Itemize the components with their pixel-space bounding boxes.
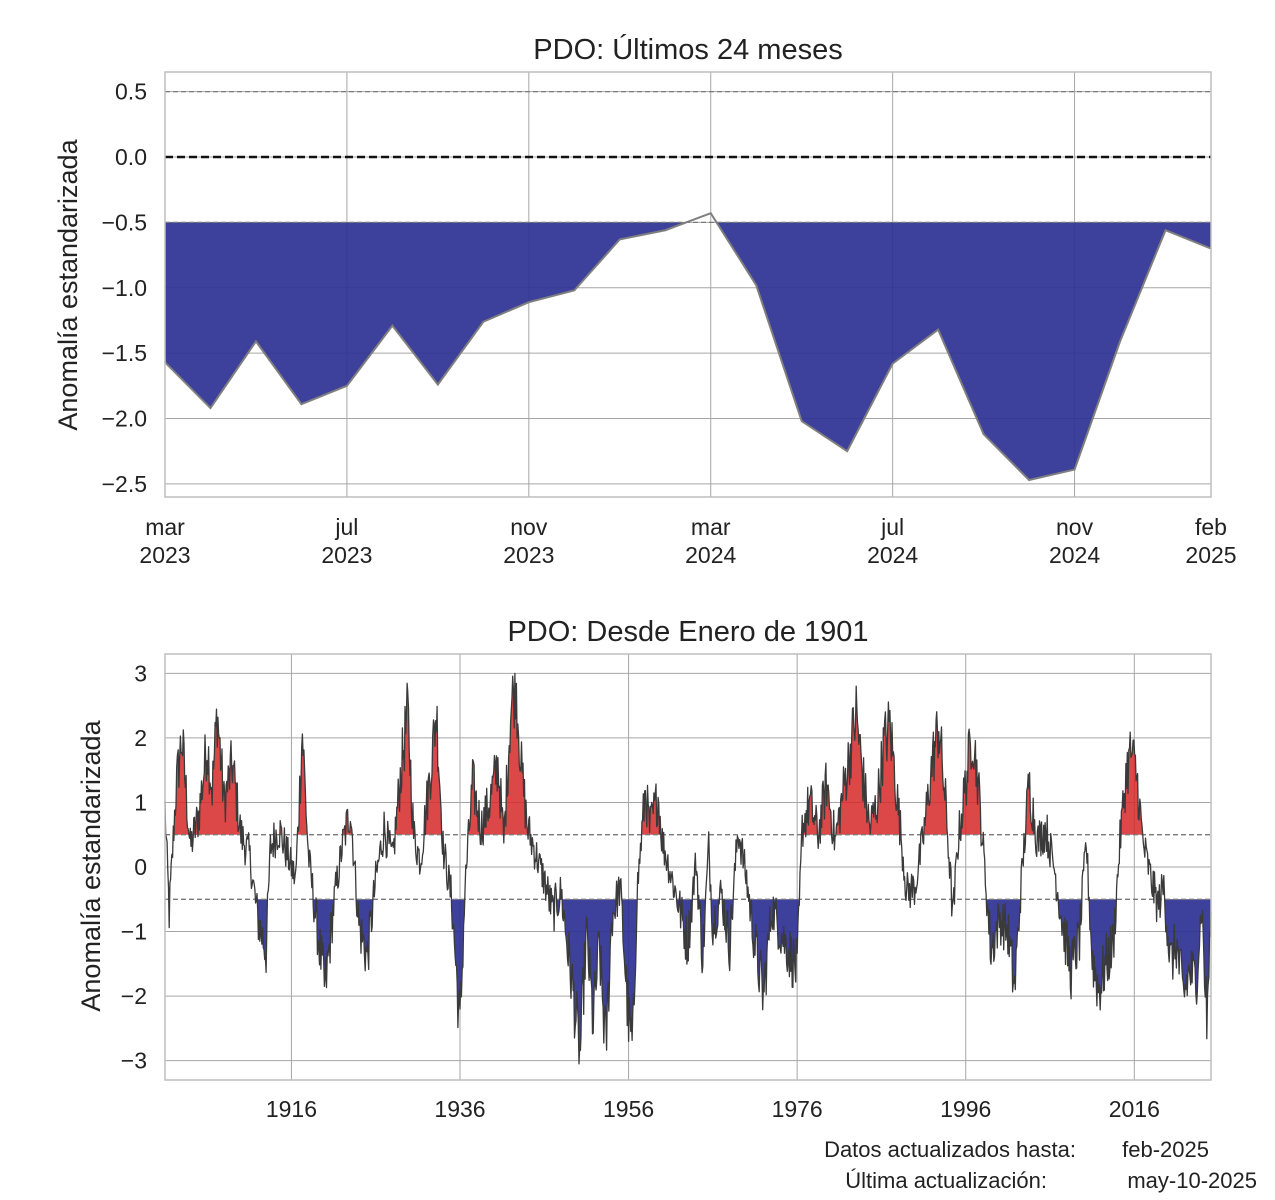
- chart2-negative-fill: [986, 899, 1021, 992]
- chart1-data-point: [528, 301, 530, 303]
- chart1-ytick-label: −1.0: [102, 275, 147, 301]
- chart1-ylabel: Anomalía estandarizada: [53, 138, 83, 430]
- chart2-xtick-label: 1916: [266, 1096, 317, 1122]
- chart1-xtick-year: 2023: [503, 542, 554, 568]
- chart1-xtick-month: jul: [334, 514, 358, 540]
- chart-since-1901: PDO: Desde Enero de 1901 Anomalía estand…: [76, 616, 1212, 1122]
- chart2-xtick-label: 1976: [772, 1096, 823, 1122]
- chart1-reference-lines: [165, 90, 1211, 224]
- chart1-negative-fill: [716, 222, 1211, 480]
- chart2-title: PDO: Desde Enero de 1901: [507, 616, 868, 648]
- chart1-data-point: [800, 420, 803, 422]
- chart1-data-point: [209, 407, 212, 409]
- chart2-positive-fill: [835, 686, 900, 835]
- chart2-ytick-label: −3: [121, 1048, 147, 1074]
- chart2-xtick-label: 2016: [1109, 1096, 1160, 1122]
- chart-last-24-months: PDO: Últimos 24 meses Anomalía estandari…: [53, 33, 1237, 568]
- chart1-ytick-label: −1.5: [102, 340, 147, 366]
- footer-updated-label: Datos actualizados hasta:: [824, 1137, 1076, 1162]
- chart1-data-point: [1028, 479, 1030, 481]
- chart2-positive-fill: [198, 709, 241, 835]
- chart1-data-point: [846, 450, 848, 453]
- chart1-data-point: [891, 362, 894, 365]
- chart2-ytick-label: −1: [121, 919, 147, 945]
- chart1-ytick-label: −2.5: [102, 471, 147, 497]
- chart1-ytick-label: −2.0: [102, 406, 147, 432]
- chart2-ylabel: Anomalía estandarizada: [76, 719, 106, 1011]
- chart1-data-point: [709, 212, 712, 215]
- chart1-ytick-label: −0.5: [102, 209, 147, 235]
- chart2-series-line: [164, 672, 1212, 1065]
- footer-last-label: Última actualización:: [845, 1168, 1047, 1193]
- chart2-ytick-label: 1: [134, 789, 147, 815]
- footer-last-value: may-10-2025: [1127, 1168, 1257, 1193]
- chart1-xtick-month: nov: [510, 514, 548, 540]
- chart2-negative-fill: [316, 899, 334, 988]
- chart2-positive-fill: [504, 673, 528, 835]
- chart1-xtick-month: mar: [691, 514, 731, 540]
- chart2-xtick-label: 1956: [603, 1096, 654, 1122]
- chart1-xtick-year: 2024: [685, 542, 736, 568]
- chart2-negative-fill: [776, 899, 800, 988]
- chart1-data-point: [573, 289, 576, 292]
- chart1-xtick-year: 2024: [867, 542, 918, 568]
- chart2-ytick-label: 0: [134, 854, 147, 880]
- chart1-x-ticks: mar2023jul2023nov2023mar2024jul2024nov20…: [139, 514, 1236, 568]
- chart1-data-point: [1164, 229, 1167, 232]
- chart2-xtick-label: 1936: [434, 1096, 485, 1122]
- chart2-ytick-label: 2: [134, 725, 147, 751]
- chart1-xtick-month: jul: [880, 514, 904, 540]
- chart2-negative-fill: [698, 899, 706, 973]
- chart2-positive-fill: [395, 683, 414, 835]
- chart1-xtick-month: mar: [145, 514, 185, 540]
- chart2-negative-fill: [451, 899, 465, 1028]
- chart1-y-ticks: 0.5 0.0 −0.5 −1.0 −1.5 −2.0 −2.5: [102, 79, 147, 497]
- chart1-xtick-year: 2023: [139, 542, 190, 568]
- chart2-xtick-label: 1996: [940, 1096, 991, 1122]
- chart1-data-point: [937, 328, 939, 331]
- chart2-y-ticks: 3 2 1 0 −1 −2 −3: [121, 660, 147, 1073]
- chart1-data-point: [391, 324, 394, 327]
- chart1-data-point: [755, 284, 758, 286]
- chart1-data-point: [618, 238, 621, 241]
- chart2-negative-fill: [621, 899, 638, 1042]
- chart1-data-point: [482, 320, 485, 323]
- chart1-ytick-label: 0.0: [115, 144, 147, 170]
- chart1-frame: [164, 71, 1212, 498]
- chart2-negative-fill: [1089, 899, 1117, 1010]
- chart1-data-point: [982, 433, 985, 436]
- chart1-xtick-year: 2024: [1049, 542, 1100, 568]
- chart1-series: [164, 212, 1212, 482]
- chart2-frame: [164, 653, 1212, 1081]
- chart2-positive-fill: [1025, 772, 1035, 835]
- chart2-reference-lines: [165, 834, 1211, 900]
- chart1-series-line: [164, 212, 1212, 482]
- chart1-xtick-year: 2025: [1185, 542, 1236, 568]
- chart1-xtick-year: 2023: [321, 542, 372, 568]
- chart1-data-point: [346, 385, 348, 387]
- chart1-data-point: [664, 229, 667, 232]
- chart2-positive-fill: [961, 729, 981, 835]
- chart1-title: PDO: Últimos 24 meses: [533, 33, 842, 66]
- chart1-data-point: [300, 403, 303, 405]
- footer: Datos actualizados hasta: feb-2025 Últim…: [824, 1137, 1257, 1193]
- chart1-ytick-label: 0.5: [115, 79, 147, 105]
- footer-updated-value: feb-2025: [1122, 1137, 1209, 1162]
- chart2-series: [164, 672, 1212, 1065]
- chart1-data-point: [1073, 468, 1076, 471]
- chart2-ytick-label: −2: [121, 983, 147, 1009]
- chart2-ytick-label: 3: [134, 660, 147, 686]
- chart1-data-point: [437, 383, 439, 386]
- chart2-x-ticks: 1916 1936 1956 1976 1996 2016: [266, 1096, 1160, 1122]
- chart1-data-point: [255, 340, 257, 343]
- chart1-fill: [165, 222, 1211, 480]
- chart1-negative-fill: [165, 222, 687, 409]
- chart1-data-point: [1119, 340, 1121, 343]
- chart1-xtick-month: nov: [1056, 514, 1094, 540]
- chart1-xtick-month: feb: [1195, 514, 1227, 540]
- chart2-positive-fill: [1121, 732, 1143, 835]
